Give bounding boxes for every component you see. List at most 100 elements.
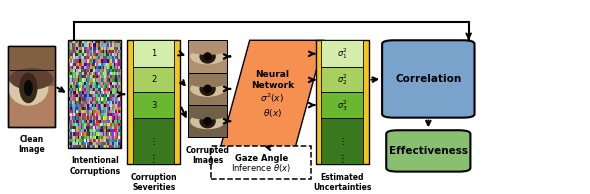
Bar	[118, 53, 120, 56]
Bar	[81, 59, 83, 62]
Bar	[109, 129, 110, 132]
Bar	[107, 107, 109, 110]
Ellipse shape	[191, 81, 224, 96]
Bar	[120, 72, 122, 75]
Bar	[78, 56, 79, 59]
Bar	[68, 126, 70, 129]
Bar	[112, 69, 113, 72]
Bar	[109, 132, 110, 136]
Bar	[92, 66, 93, 69]
Bar	[87, 50, 88, 53]
Bar	[98, 97, 100, 101]
Bar	[73, 69, 74, 72]
FancyBboxPatch shape	[188, 40, 227, 73]
Bar	[117, 72, 118, 75]
Bar	[76, 129, 78, 132]
Bar	[92, 126, 93, 129]
Bar	[104, 94, 106, 97]
Bar	[76, 132, 78, 136]
Bar	[117, 62, 118, 66]
Bar	[104, 91, 106, 94]
Bar	[100, 59, 101, 62]
Text: $\sigma^2(x)$
$\theta(x)$: $\sigma^2(x)$ $\theta(x)$	[260, 91, 284, 119]
Bar	[109, 40, 110, 43]
Ellipse shape	[191, 47, 224, 54]
Bar	[98, 53, 100, 56]
Bar	[101, 101, 103, 104]
Bar	[100, 78, 101, 81]
Bar	[109, 59, 110, 62]
Bar	[68, 129, 70, 132]
Bar	[74, 113, 76, 116]
Bar	[88, 142, 90, 145]
Bar	[70, 142, 71, 145]
Bar	[74, 81, 76, 85]
Bar	[106, 142, 107, 145]
Bar	[73, 110, 74, 113]
Bar	[96, 88, 98, 91]
Bar	[109, 113, 110, 116]
Bar	[88, 85, 90, 88]
Bar	[81, 116, 83, 120]
Bar	[70, 104, 71, 107]
Bar	[117, 113, 118, 116]
Bar	[88, 62, 90, 66]
Bar	[71, 120, 73, 123]
Bar	[106, 72, 107, 75]
Bar	[103, 139, 104, 142]
Bar	[95, 50, 96, 53]
Bar	[98, 120, 100, 123]
Bar	[107, 50, 109, 53]
Bar	[118, 69, 120, 72]
Bar	[78, 91, 79, 94]
Bar	[87, 66, 88, 69]
Bar	[86, 145, 87, 148]
Bar	[112, 101, 113, 104]
Bar	[120, 126, 122, 129]
Bar	[78, 53, 79, 56]
Bar	[68, 62, 70, 66]
Ellipse shape	[200, 50, 215, 63]
Bar	[79, 85, 81, 88]
Bar	[104, 50, 106, 53]
Bar	[95, 85, 96, 88]
Bar	[70, 62, 71, 66]
Bar	[109, 78, 110, 81]
Bar	[112, 139, 113, 142]
Bar	[87, 126, 88, 129]
Bar	[86, 129, 87, 132]
Bar	[71, 113, 73, 116]
Bar	[88, 101, 90, 104]
Bar	[71, 101, 73, 104]
Bar	[78, 75, 79, 78]
Bar	[98, 123, 100, 126]
Bar	[74, 97, 76, 101]
Bar	[78, 97, 79, 101]
Bar	[117, 104, 118, 107]
Bar	[84, 120, 86, 123]
Bar	[95, 47, 96, 50]
Bar	[107, 69, 109, 72]
Bar	[118, 132, 120, 136]
Bar	[76, 94, 78, 97]
Bar	[74, 78, 76, 81]
Bar	[117, 142, 118, 145]
Bar	[88, 59, 90, 62]
Bar	[90, 69, 92, 72]
Bar	[92, 59, 93, 62]
Bar	[95, 110, 96, 113]
Bar	[100, 126, 101, 129]
Text: 2: 2	[151, 75, 156, 84]
Bar	[110, 129, 112, 132]
Bar	[71, 53, 73, 56]
Bar	[113, 132, 115, 136]
Bar	[81, 85, 83, 88]
Bar	[73, 129, 74, 132]
Bar	[73, 78, 74, 81]
Bar	[98, 85, 100, 88]
Bar	[93, 40, 95, 43]
Bar	[79, 66, 81, 69]
Bar	[95, 145, 96, 148]
Bar	[113, 40, 115, 43]
Bar	[93, 56, 95, 59]
